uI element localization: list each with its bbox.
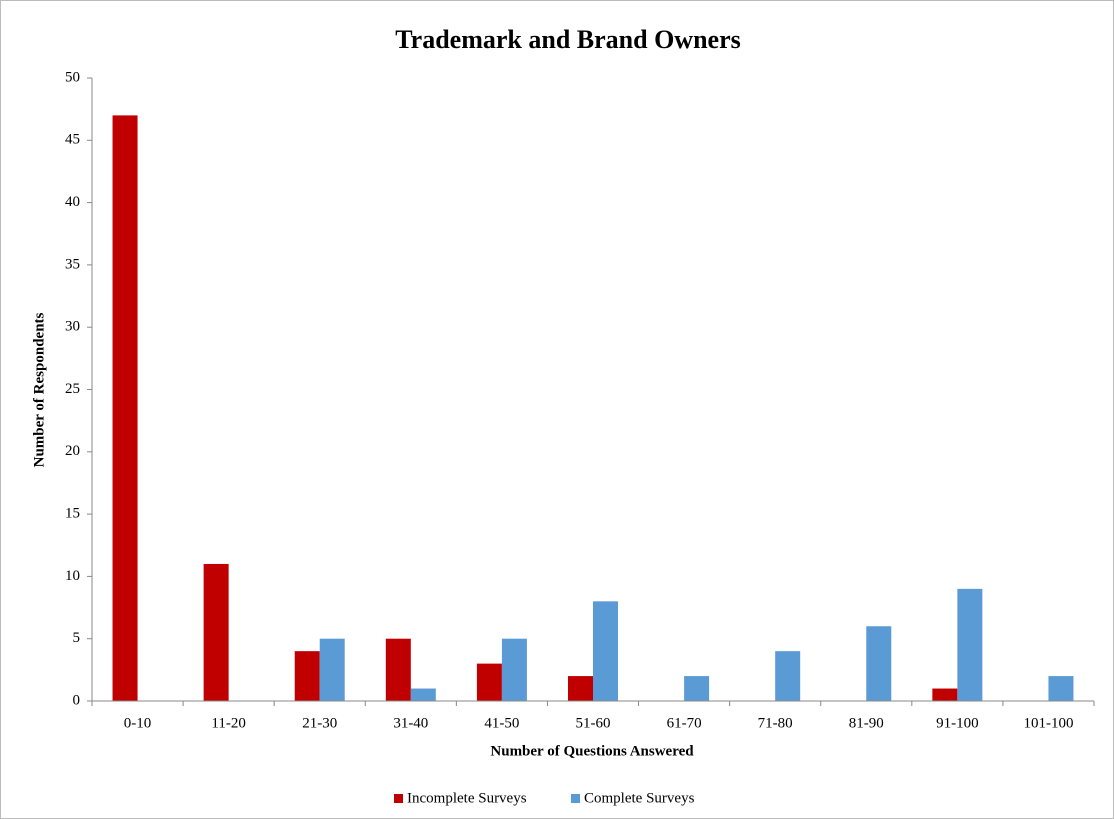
y-tick-label: 25 [65,381,80,397]
bar [684,676,710,701]
legend-label: Complete Surveys [584,790,695,806]
y-tick-label: 40 [65,194,80,210]
bar [501,638,527,701]
bar [112,115,138,701]
y-tick-label: 15 [65,506,80,522]
bar [294,651,320,701]
y-tick-label: 20 [65,443,80,459]
x-tick-label: 31-40 [393,715,428,731]
y-axis-label: Number of Respondents [31,312,47,467]
x-axis-label: Number of Questions Answered [490,743,694,759]
bar [1048,676,1074,701]
x-tick-label: 0-10 [124,715,152,731]
y-tick-label: 35 [65,256,80,272]
legend-swatch [571,794,580,803]
x-tick-label: 81-90 [849,715,884,731]
x-tick-label: 101-100 [1023,715,1073,731]
y-tick-label: 30 [65,319,80,335]
x-tick-label: 51-60 [576,715,611,731]
bar [957,588,983,701]
y-tick-label: 0 [73,692,81,708]
bar [775,651,801,701]
x-tick-label: 61-70 [667,715,702,731]
x-tick-label: 11-20 [211,715,245,731]
y-tick-label: 10 [65,568,80,584]
bar [319,638,345,701]
y-tick-label: 5 [73,630,81,646]
bar [932,688,958,701]
y-tick-label: 45 [65,132,80,148]
legend-swatch [394,794,403,803]
x-tick-label: 41-50 [484,715,519,731]
x-tick-label: 91-100 [936,715,979,731]
bar [410,688,436,701]
x-tick-label: 71-80 [758,715,793,731]
x-tick-label: 21-30 [302,715,337,731]
bar [866,626,892,701]
bar [568,676,593,701]
bar [476,663,502,701]
bar [203,563,229,701]
y-tick-label: 50 [65,69,80,85]
bar [593,601,618,701]
chart-title: Trademark and Brand Owners [395,25,741,54]
bar [385,638,411,701]
legend-label: Incomplete Surveys [407,790,527,806]
